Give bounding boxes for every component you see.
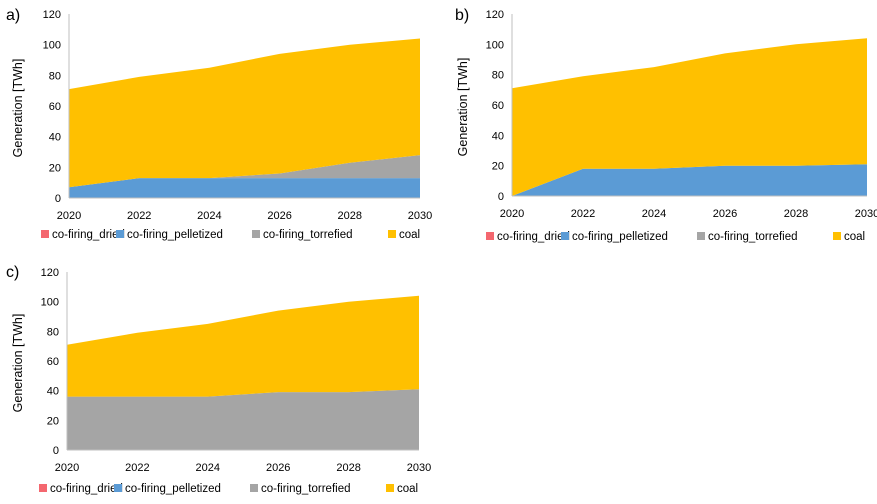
y-tick-label: 100 xyxy=(486,39,504,51)
x-tick-label: 2028 xyxy=(338,210,362,222)
area-co-firing_pelletized xyxy=(69,178,420,198)
y-axis-title: Generation [TWh] xyxy=(11,59,25,158)
x-tick-label: 2030 xyxy=(408,210,432,222)
legend-label-co-firing_dried: co-firing_dried xyxy=(497,231,570,243)
legend-swatch-co-firing_pelletized xyxy=(116,230,124,238)
legend: co-firing_dried co-firing_pelletized co-fi… xyxy=(486,231,865,243)
x-tick-label: 2020 xyxy=(500,208,524,220)
legend-label-coal: coal xyxy=(844,231,865,243)
x-tick-label: 2024 xyxy=(197,210,221,222)
y-axis-title: Generation [TWh] xyxy=(11,314,25,413)
area-co-firing_torrefied xyxy=(67,389,419,450)
area-coal xyxy=(69,38,420,188)
legend-swatch-coal xyxy=(388,230,396,238)
y-tick-label: 80 xyxy=(49,70,61,82)
legend-label-co-firing_pelletized: co-firing_pelletized xyxy=(572,231,668,243)
x-tick-label: 2026 xyxy=(266,462,290,474)
legend-label-coal: coal xyxy=(397,483,418,495)
x-tick-label: 2028 xyxy=(336,462,360,474)
x-tick-label: 2030 xyxy=(407,462,431,474)
chart-panel-c: 0 20 40 60 80 100 120 2020 2022 2024 2026 2028 2030 G… xyxy=(6,264,431,495)
x-tick-label: 2022 xyxy=(125,462,149,474)
legend-swatch-co-firing_torrefied xyxy=(697,232,705,240)
legend-swatch-co-firing_pelletized xyxy=(114,484,122,492)
legend-label-co-firing_dried: co-firing_dried xyxy=(52,229,125,241)
y-tick-label: 80 xyxy=(47,326,59,338)
y-tick-label: 100 xyxy=(41,297,59,309)
x-tick-label: 2022 xyxy=(571,208,595,220)
legend-label-coal: coal xyxy=(399,229,420,241)
x-tick-label: 2026 xyxy=(267,210,291,222)
y-tick-label: 40 xyxy=(492,130,504,142)
x-tick-label: 2020 xyxy=(57,210,81,222)
y-axis-title: Generation [TWh] xyxy=(456,58,470,157)
y-tick-label: 20 xyxy=(47,415,59,427)
y-tick-label: 0 xyxy=(55,193,61,205)
legend-swatch-coal xyxy=(833,232,841,240)
x-tick-label: 2026 xyxy=(713,208,737,220)
x-tick-label: 2028 xyxy=(784,208,808,220)
y-tick-label: 0 xyxy=(498,191,504,203)
x-tick-label: 2024 xyxy=(642,208,666,220)
legend-swatch-co-firing_torrefied xyxy=(252,230,260,238)
y-tick-label: 0 xyxy=(53,445,59,457)
y-tick-label: 20 xyxy=(49,162,61,174)
legend-swatch-co-firing_torrefied xyxy=(250,484,258,492)
y-tick-label: 20 xyxy=(492,161,504,173)
legend-swatch-co-firing_pelletized xyxy=(561,232,569,240)
y-tick-label: 120 xyxy=(43,9,61,21)
x-tick-label: 2030 xyxy=(855,208,877,220)
legend-label-co-firing_torrefied: co-firing_torrefied xyxy=(261,483,350,495)
chart-panel-a: 0 20 40 60 80 100 120 2020 2022 2024 2026 2028 2030 G… xyxy=(6,7,432,241)
y-tick-label: 60 xyxy=(49,101,61,113)
chart-panel-b: 0 20 40 60 80 100 120 2020 2022 2024 2026 2028 2030 G… xyxy=(455,7,877,243)
legend: co-firing_dried co-firing_pelletized co-fi… xyxy=(39,483,418,495)
x-tick-label: 2020 xyxy=(55,462,79,474)
y-tick-label: 60 xyxy=(492,100,504,112)
y-tick-label: 60 xyxy=(47,356,59,368)
legend-label-co-firing_pelletized: co-firing_pelletized xyxy=(125,483,221,495)
legend-swatch-co-firing_dried xyxy=(39,484,47,492)
area-coal xyxy=(67,295,419,397)
legend-swatch-co-firing_dried xyxy=(486,232,494,240)
legend-label-co-firing_pelletized: co-firing_pelletized xyxy=(127,229,223,241)
y-tick-label: 120 xyxy=(486,9,504,21)
legend-label-co-firing_dried: co-firing_dried xyxy=(50,483,123,495)
panel-label: a) xyxy=(6,7,20,24)
y-tick-label: 80 xyxy=(492,70,504,82)
y-tick-label: 40 xyxy=(49,132,61,144)
x-tick-label: 2022 xyxy=(127,210,151,222)
y-tick-label: 120 xyxy=(41,267,59,279)
panel-label: c) xyxy=(6,264,19,281)
area-co-firing_torrefied xyxy=(69,155,420,188)
panel-label: b) xyxy=(455,7,469,24)
area-coal xyxy=(512,38,867,196)
legend-label-co-firing_torrefied: co-firing_torrefied xyxy=(263,229,352,241)
legend-swatch-co-firing_dried xyxy=(41,230,49,238)
y-tick-label: 100 xyxy=(43,40,61,52)
legend: co-firing_dried co-firing_pelletized co-fi… xyxy=(41,229,420,241)
x-tick-label: 2024 xyxy=(196,462,220,474)
area-co-firing_pelletized xyxy=(512,164,867,196)
legend-label-co-firing_torrefied: co-firing_torrefied xyxy=(708,231,797,243)
legend-swatch-coal xyxy=(386,484,394,492)
y-tick-label: 40 xyxy=(47,386,59,398)
